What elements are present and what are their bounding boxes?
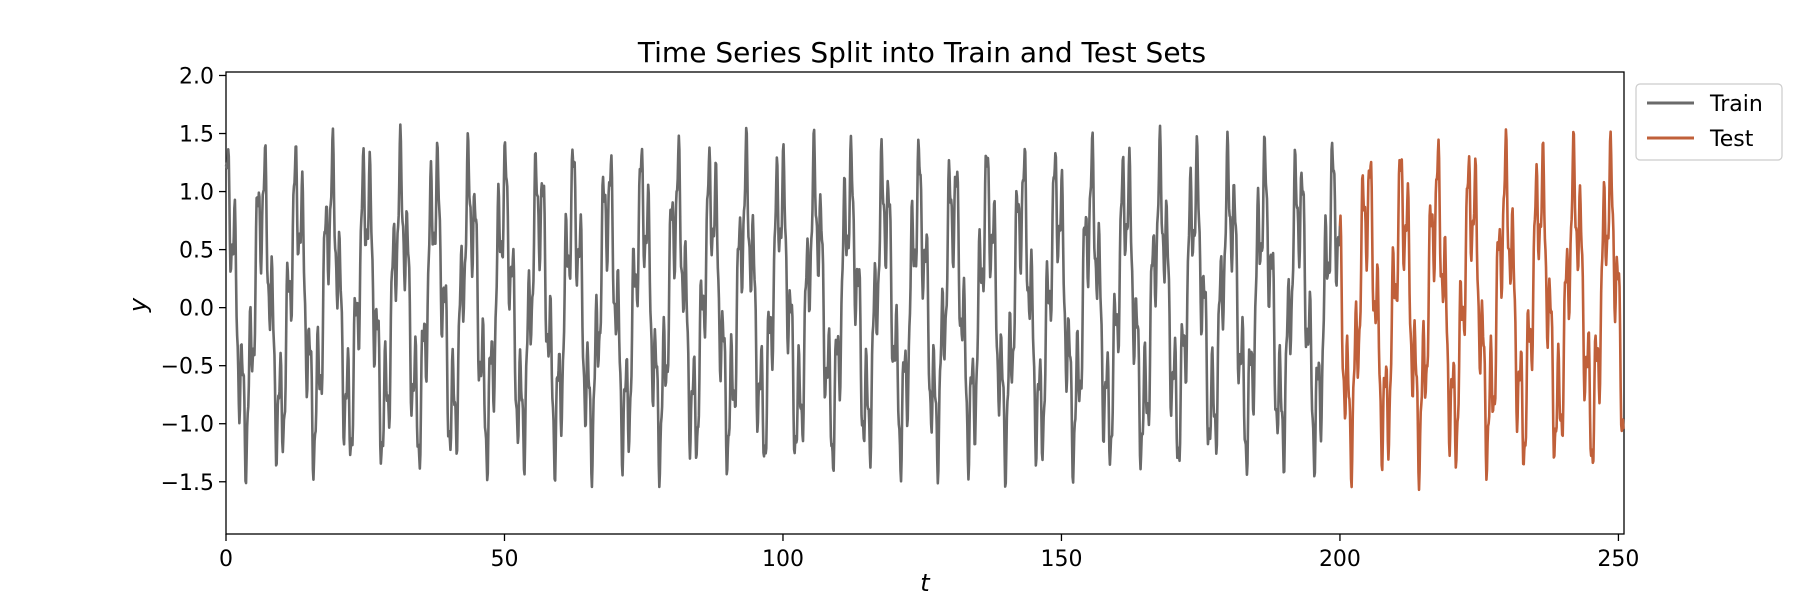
- y-axis-label: y: [124, 297, 152, 313]
- x-tick-label: 200: [1319, 547, 1361, 572]
- plot-frame: [225, 71, 1625, 535]
- x-tick-label: 50: [490, 547, 518, 572]
- y-tick-label: 0.0: [179, 297, 214, 322]
- y-tick-label: −1.5: [161, 471, 214, 496]
- legend: Train Test: [1635, 83, 1783, 161]
- x-tick-label: 150: [1040, 547, 1082, 572]
- y-tick-label: −1.0: [161, 413, 214, 438]
- x-axis-label: t: [920, 569, 931, 597]
- y-tick-label: 1.5: [179, 123, 214, 148]
- y-axis: 2.0 1.5 1.0 0.5 0.0 −0.5 −1.0 −1.5: [161, 64, 226, 496]
- chart-title: Time Series Split into Train and Test Se…: [637, 36, 1206, 69]
- x-tick-label: 0: [219, 547, 233, 572]
- x-tick-label: 250: [1597, 547, 1639, 572]
- legend-test-label: Test: [1709, 127, 1754, 152]
- legend-train-label: Train: [1709, 92, 1763, 117]
- x-axis: 0 50 100 150 200 250: [219, 534, 1639, 572]
- y-tick-label: 1.0: [179, 181, 214, 206]
- series-layer: [224, 123, 1625, 492]
- y-tick-label: 0.5: [179, 239, 214, 264]
- x-tick-label: 100: [762, 547, 804, 572]
- series-line-test: [1338, 128, 1625, 492]
- y-tick-label: −0.5: [161, 355, 214, 380]
- y-tick-label: 2.0: [179, 64, 214, 89]
- series-line-train: [224, 123, 1342, 489]
